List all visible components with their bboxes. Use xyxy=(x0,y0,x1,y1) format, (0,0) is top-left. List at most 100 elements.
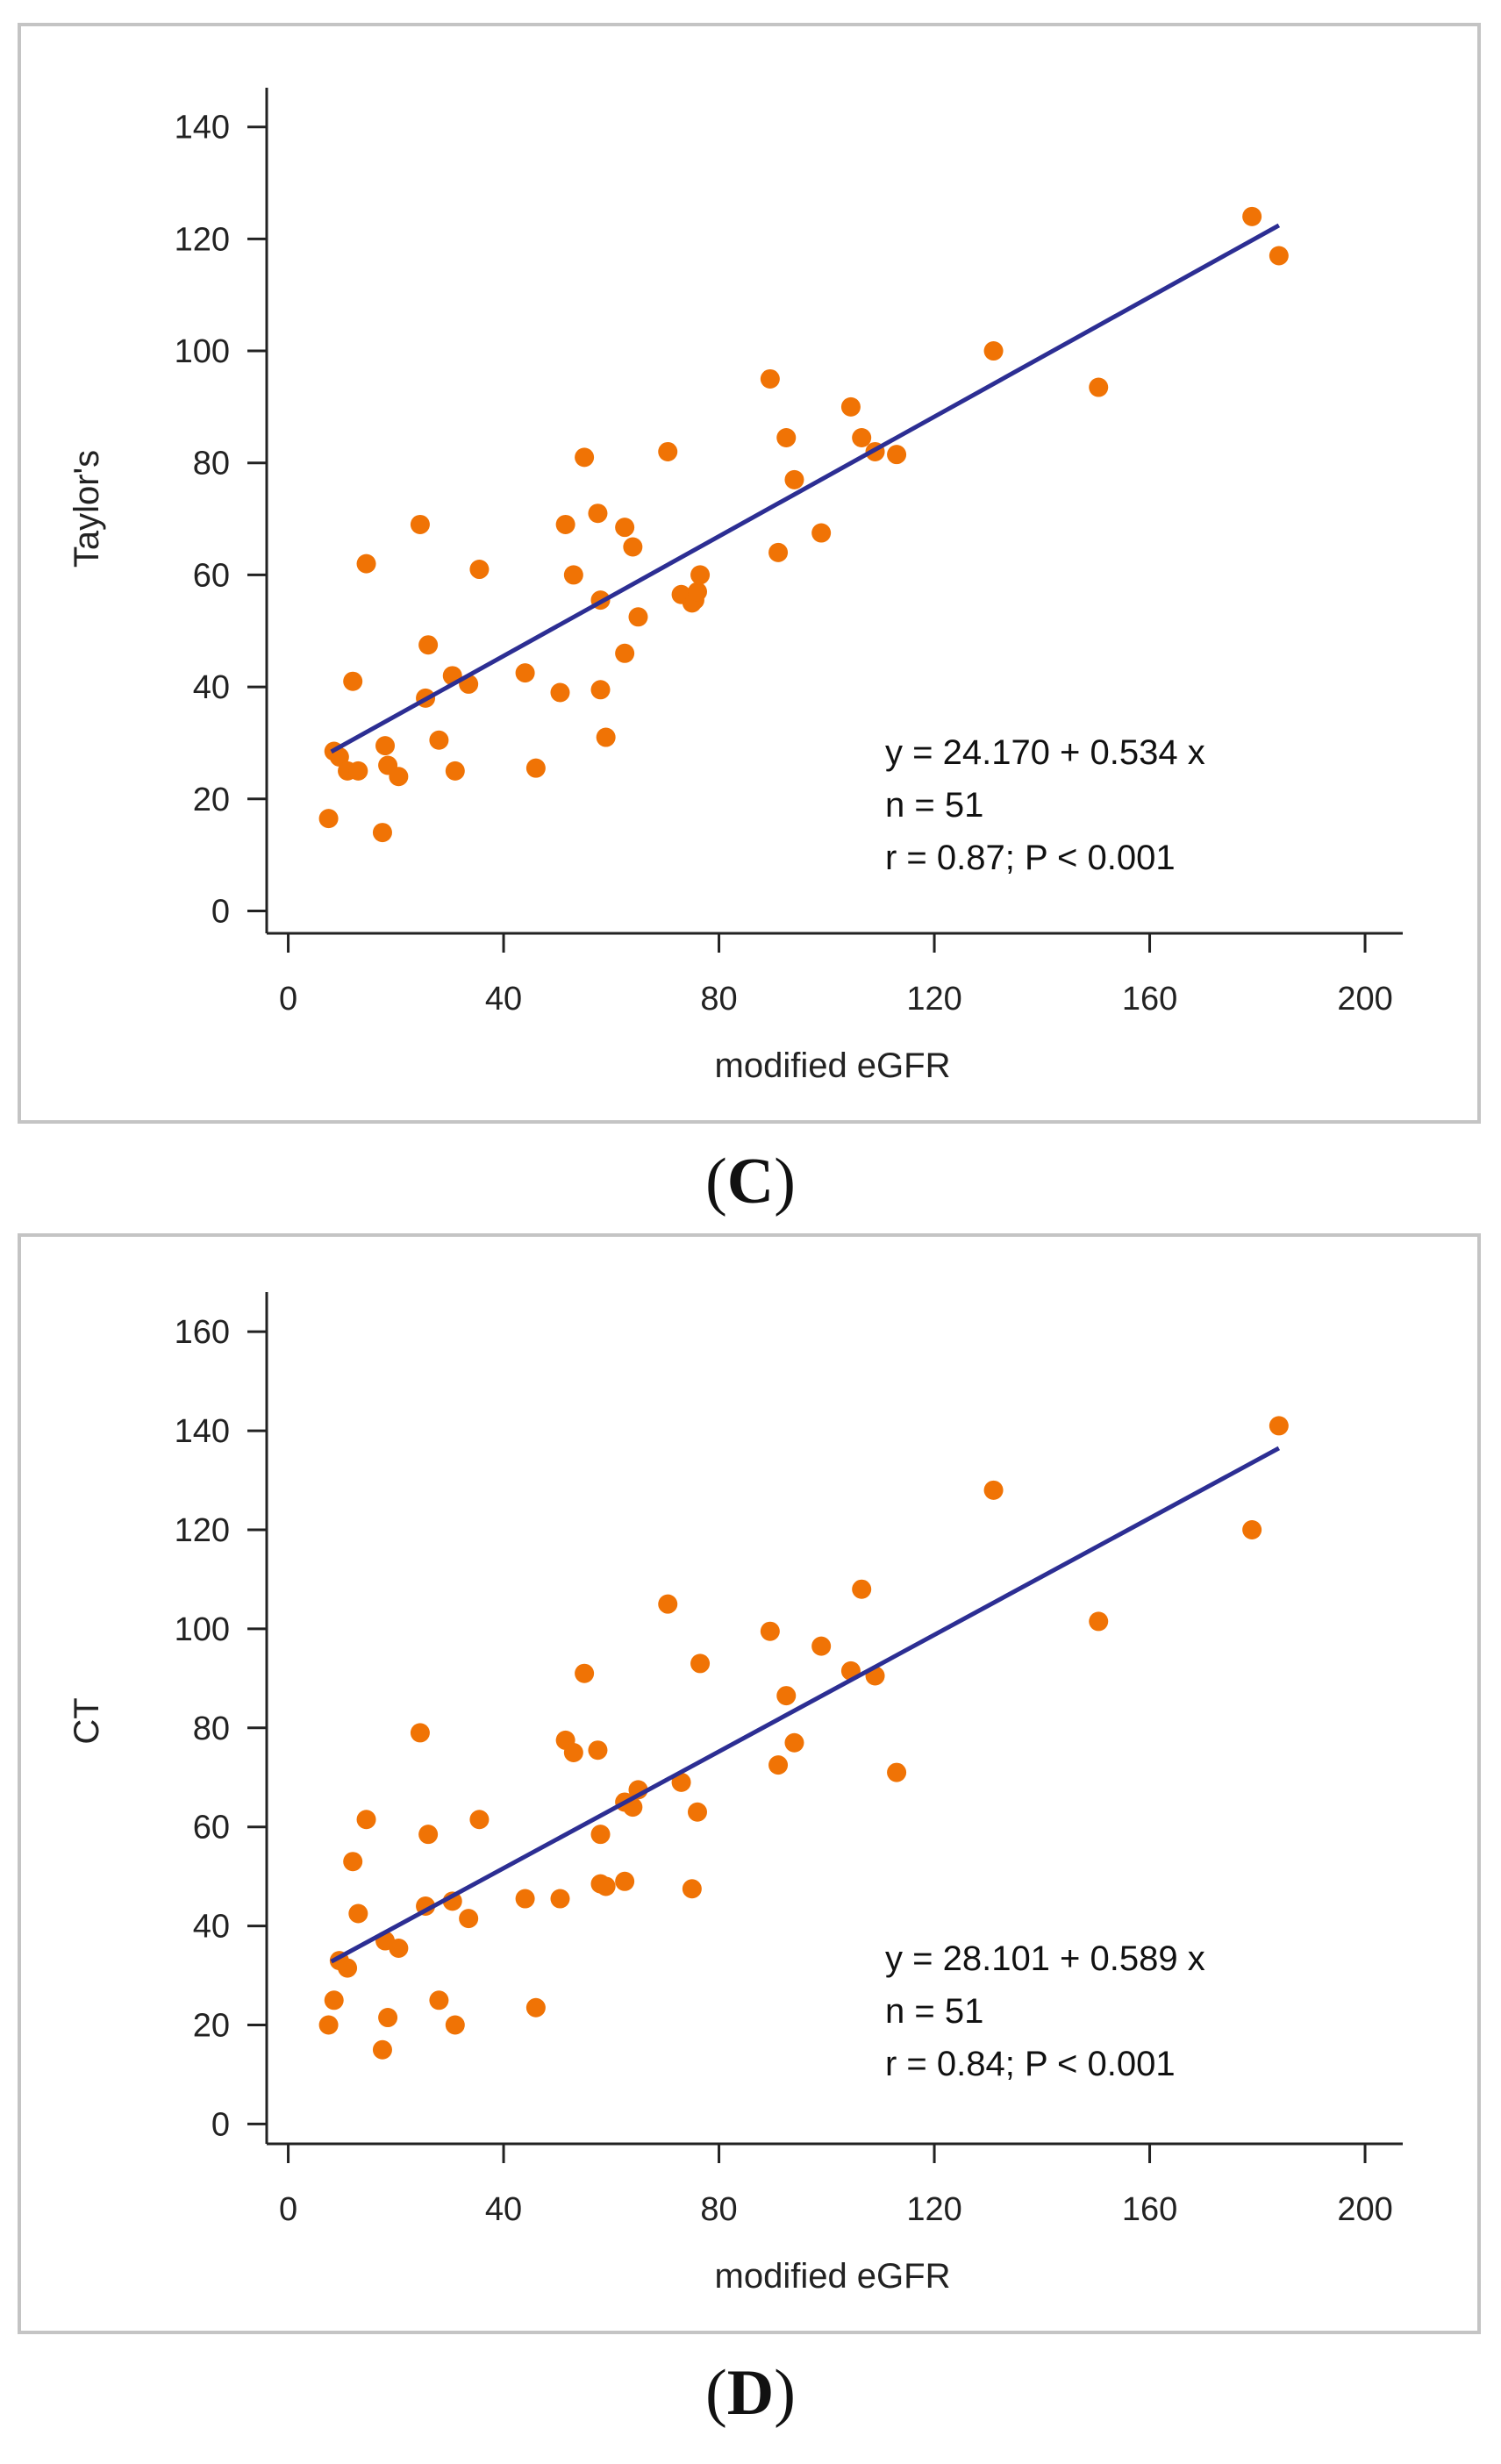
data-point xyxy=(318,809,339,829)
data-point xyxy=(687,582,707,602)
data-point xyxy=(372,2039,392,2060)
data-point xyxy=(410,514,430,534)
data-point xyxy=(852,428,872,448)
data-point xyxy=(671,1772,691,1792)
data-point xyxy=(418,1825,439,1845)
data-point xyxy=(575,1663,595,1683)
x-tick-label: 40 xyxy=(485,2191,522,2228)
data-point xyxy=(429,730,449,750)
data-point xyxy=(410,1723,430,1743)
panel-label-c: C xyxy=(726,1146,775,1218)
data-point xyxy=(389,1939,409,1959)
data-point xyxy=(840,396,861,417)
data-point xyxy=(811,523,832,543)
data-point xyxy=(445,761,465,781)
data-point xyxy=(515,1889,535,1909)
y-tick-label: 20 xyxy=(193,2008,230,2045)
data-point xyxy=(658,441,678,461)
data-point xyxy=(811,1636,832,1656)
y-axis-label: CT xyxy=(68,1697,106,1744)
data-point xyxy=(768,542,789,562)
x-tick-label: 80 xyxy=(700,981,737,1018)
data-point xyxy=(615,1871,635,1891)
y-tick-label: 140 xyxy=(175,1413,230,1450)
data-point xyxy=(445,2015,465,2035)
y-tick-label: 80 xyxy=(193,1711,230,1747)
data-point xyxy=(887,1762,907,1782)
equation-text: y = 28.101 + 0.589 x xyxy=(885,1939,1205,1978)
data-point xyxy=(615,518,635,538)
data-point xyxy=(429,1990,449,2010)
data-point xyxy=(1089,1611,1109,1632)
data-point xyxy=(588,504,608,524)
x-tick-label: 0 xyxy=(279,981,297,1018)
data-point xyxy=(1242,206,1262,226)
data-point xyxy=(418,635,439,655)
n-text: n = 51 xyxy=(885,786,983,825)
r-text: r = 0.84; P < 0.001 xyxy=(885,2045,1176,2083)
chart-panel-d: 0 20 40 60 80 100 120 140 160 0 40 80 120 160 200 modi… xyxy=(18,1233,1481,2334)
data-point xyxy=(469,560,490,580)
data-point xyxy=(760,368,780,389)
regression-line xyxy=(330,1446,1281,1964)
axes-d xyxy=(265,1292,1403,2146)
x-tick-label: 120 xyxy=(906,2191,961,2228)
data-point xyxy=(550,682,570,703)
data-point xyxy=(596,1876,616,1896)
data-point xyxy=(776,1686,797,1706)
regression-c xyxy=(330,223,1281,754)
data-point xyxy=(784,469,804,489)
data-point xyxy=(525,1997,546,2018)
panel-label-d: D xyxy=(726,2357,775,2429)
data-point xyxy=(590,680,611,700)
x-tick-label: 160 xyxy=(1122,2191,1177,2228)
data-point xyxy=(682,1879,702,1899)
data-point xyxy=(690,565,711,585)
data-point xyxy=(615,643,635,663)
x-axis-label: modified eGFR xyxy=(715,1046,951,1085)
points-c xyxy=(318,206,1289,843)
data-point xyxy=(555,514,575,534)
chart-panel-c: 0 20 40 60 80 100 120 140 0 40 80 120 160 200 modifie… xyxy=(18,23,1481,1124)
data-point xyxy=(1242,1519,1262,1539)
data-point xyxy=(687,1802,707,1822)
data-point xyxy=(776,428,797,448)
x-tick-label: 200 xyxy=(1337,2191,1392,2228)
data-point xyxy=(356,1810,376,1830)
data-point xyxy=(887,445,907,465)
x-tick-label: 160 xyxy=(1122,981,1177,1018)
y-tick-label: 0 xyxy=(211,893,230,930)
y-tick-label: 120 xyxy=(175,221,230,258)
data-point xyxy=(563,1743,583,1763)
data-point xyxy=(459,1909,479,1929)
data-point xyxy=(1089,377,1109,397)
y-tick-label: 60 xyxy=(193,1810,230,1846)
data-point xyxy=(378,2008,398,2028)
data-point xyxy=(348,761,368,781)
y-axis-label: Taylor's xyxy=(68,450,106,568)
panel-caption-c: (C) xyxy=(705,1146,796,1218)
y-tick-label: 160 xyxy=(175,1314,230,1351)
data-point xyxy=(356,554,376,574)
x-tick-label: 40 xyxy=(485,981,522,1018)
data-point xyxy=(1269,246,1289,266)
data-point xyxy=(318,2015,339,2035)
data-point xyxy=(760,1621,780,1641)
data-point xyxy=(1269,1416,1289,1436)
data-point xyxy=(628,607,648,627)
data-point xyxy=(525,758,546,778)
y-tick-label: 0 xyxy=(211,2106,230,2143)
data-point xyxy=(338,1958,358,1978)
data-point xyxy=(784,1732,804,1753)
data-point xyxy=(515,663,535,683)
x-tick-label: 80 xyxy=(700,2191,737,2228)
data-point xyxy=(983,1480,1004,1500)
y-tick-label: 40 xyxy=(193,669,230,706)
y-tick-label: 60 xyxy=(193,557,230,594)
x-tick-label: 0 xyxy=(279,2191,297,2228)
x-tick-label: 120 xyxy=(906,981,961,1018)
data-point xyxy=(375,736,396,756)
scatter-chart-d: 0 20 40 60 80 100 120 140 160 0 40 80 120 160 200 modi… xyxy=(68,1292,1403,2296)
y-tick-label: 140 xyxy=(175,110,230,146)
data-point xyxy=(343,671,363,691)
